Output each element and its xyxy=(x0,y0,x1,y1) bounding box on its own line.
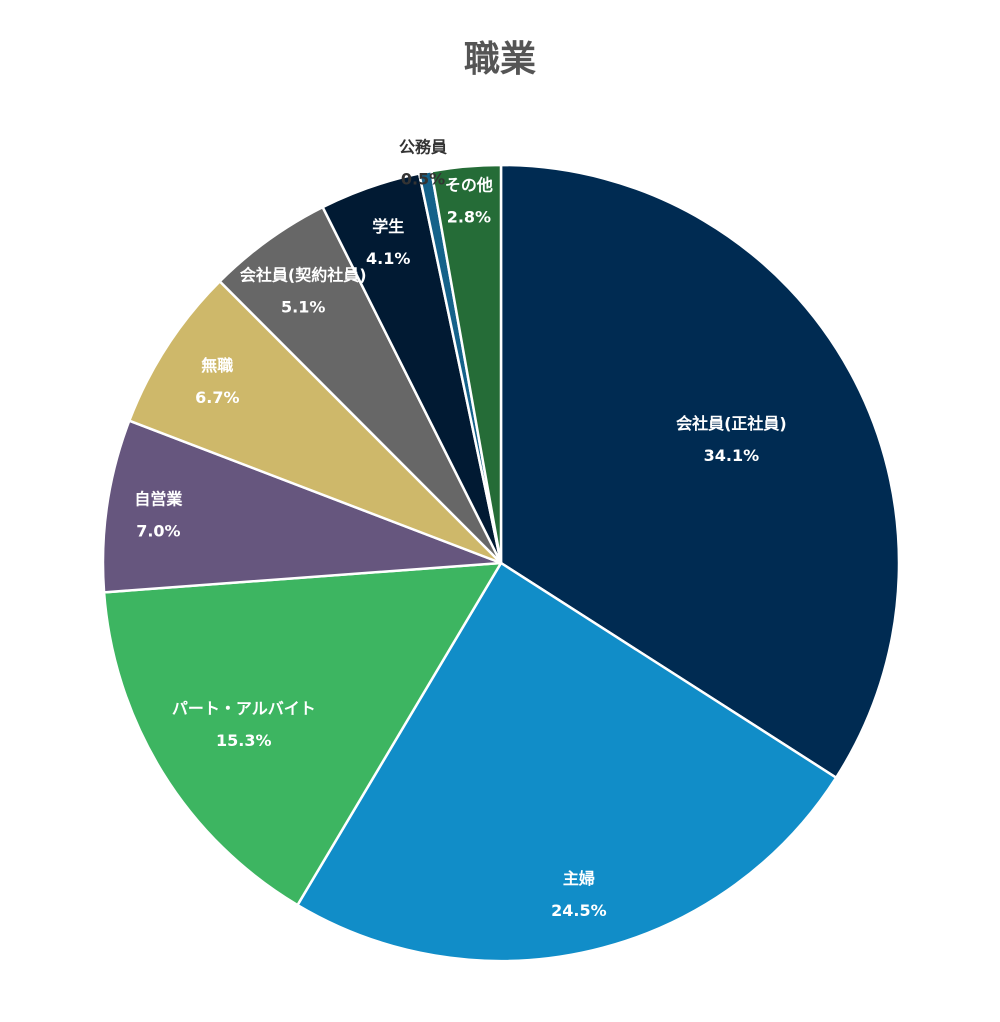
slice-1-wedge xyxy=(499,163,901,779)
slice-6-label: 会社員(契約社員) xyxy=(240,266,367,285)
slice-9-label: その他 xyxy=(445,175,493,194)
chart-title: 職業 xyxy=(463,39,536,80)
slice-3-wedge xyxy=(102,561,503,907)
slice-2-value-label: 24.5% xyxy=(551,901,607,920)
slice-1-value-label: 34.1% xyxy=(704,446,760,465)
slice-2-wedge xyxy=(296,561,838,963)
slice-3-label: パート・アルバイト xyxy=(172,699,316,718)
slice-5-wedge xyxy=(128,280,503,565)
slice-9-wedge xyxy=(430,163,503,565)
slice-1-label: 会社員(正社員) xyxy=(676,414,787,433)
slice-6-value-label: 5.1% xyxy=(281,298,325,317)
slice-4-wedge xyxy=(101,419,503,594)
slice-4-value-label: 7.0% xyxy=(136,522,180,541)
slice-8-value-label: 0.5% xyxy=(401,170,445,189)
slice-4-label: 自営業 xyxy=(134,490,183,509)
slice-9-value-label: 2.8% xyxy=(447,207,491,226)
slice-5-label: 無職 xyxy=(201,356,233,375)
slice-5-value-label: 6.7% xyxy=(195,388,239,407)
slice-7-label: 学生 xyxy=(372,217,404,236)
slice-3-value-label: 15.3% xyxy=(216,731,272,750)
slice-2-label: 主婦 xyxy=(563,869,595,888)
slice-7-value-label: 4.1% xyxy=(366,249,410,268)
slice-8-label: 公務員 xyxy=(399,138,447,157)
